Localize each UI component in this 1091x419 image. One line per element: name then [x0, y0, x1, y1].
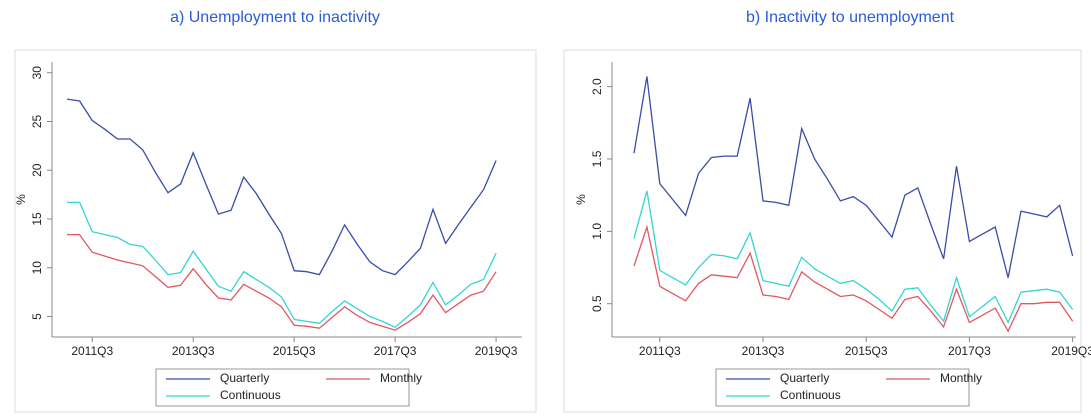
x-tick-label: 2019Q3 — [475, 344, 518, 358]
x-tick-label: 2011Q3 — [639, 344, 681, 358]
y-tick-label: 15 — [30, 212, 44, 226]
legend-label: Monthly — [940, 371, 982, 385]
y-tick-label: 20 — [30, 163, 44, 177]
y-axis-label: % — [14, 194, 28, 205]
x-tick-label: 2013Q3 — [742, 344, 785, 358]
legend-label: Continuous — [780, 388, 841, 402]
panel-frame — [14, 49, 537, 413]
chart-title: b) Inactivity to unemployment — [746, 9, 955, 26]
legend-label: Quarterly — [780, 371, 829, 385]
series-line — [67, 201, 497, 328]
y-tick-label: 10 — [30, 261, 44, 275]
chart-title: a) Unemployment to inactivity — [170, 9, 380, 26]
y-tick-label: 5 — [30, 313, 44, 320]
panel-frame — [563, 49, 1082, 413]
y-tick-label: 2.0 — [590, 78, 604, 95]
legend-label: Monthly — [380, 371, 422, 385]
y-tick-label: 30 — [30, 66, 44, 80]
legend-box — [715, 368, 970, 407]
series-line — [633, 190, 1074, 325]
x-tick-label: 2015Q3 — [273, 344, 316, 358]
x-tick-label: 2017Q3 — [948, 344, 991, 358]
series-line — [67, 233, 497, 331]
y-axis-label: % — [574, 194, 588, 205]
series-line — [66, 98, 497, 276]
y-tick-label: 1.0 — [590, 223, 604, 240]
x-tick-label: 2015Q3 — [845, 344, 888, 358]
y-tick-label: 1.5 — [590, 150, 604, 167]
x-tick-label: 2013Q3 — [172, 344, 215, 358]
x-tick-label: 2019Q3 — [1051, 344, 1091, 358]
x-tick-label: 2017Q3 — [374, 344, 417, 358]
x-tick-label: 2011Q3 — [71, 344, 113, 358]
legend-label: Continuous — [220, 388, 281, 402]
legend-label: Quarterly — [220, 371, 269, 385]
y-tick-label: 0.5 — [590, 295, 604, 312]
series-line — [633, 224, 1074, 333]
series-line — [633, 76, 1074, 278]
legend-box — [155, 368, 410, 407]
y-tick-label: 25 — [30, 114, 44, 128]
